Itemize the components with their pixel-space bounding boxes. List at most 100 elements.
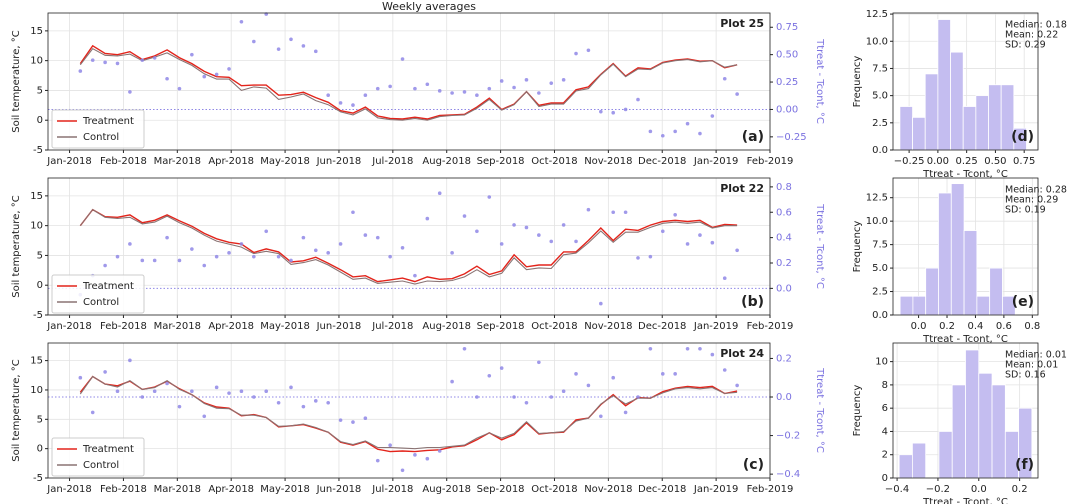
legend-box xyxy=(51,437,145,477)
x-tick-label: Aug-2018 xyxy=(422,156,471,167)
diff-point xyxy=(574,372,578,376)
diff-point xyxy=(338,242,343,246)
x-tick-label: 0.00 xyxy=(927,156,949,167)
diff-point xyxy=(549,239,554,244)
x-tick-label: Jul-2018 xyxy=(371,484,413,495)
stat-annotation: Median: 0.01 xyxy=(1005,350,1067,361)
diff-point xyxy=(673,212,677,217)
y-tick-label: 15 xyxy=(30,26,43,37)
diff-point xyxy=(400,57,405,61)
legend-label: Control xyxy=(83,132,119,143)
hist-bar xyxy=(925,267,939,316)
diff-point xyxy=(252,254,256,259)
panel-label: (c) xyxy=(743,457,764,473)
x-tick-label: Jun-2018 xyxy=(316,321,362,332)
diff-point xyxy=(115,61,120,66)
x-tick-label: Dec-2018 xyxy=(638,484,686,495)
y2-tick-label: 0.50 xyxy=(776,50,798,61)
diff-point xyxy=(698,233,702,237)
hist-bar xyxy=(924,73,939,151)
x-axis-label: Ttreat - Tcont, °C xyxy=(922,334,1008,345)
y-tick-label: 10 xyxy=(30,56,43,67)
diff-point xyxy=(289,385,293,390)
panel-label: (f) xyxy=(1015,457,1034,473)
diff-point xyxy=(611,110,616,115)
diff-point xyxy=(140,58,145,62)
diff-point xyxy=(437,449,442,453)
diff-point xyxy=(722,76,727,81)
x-tick-label: −0.2 xyxy=(926,484,950,495)
x-tick-label: Aug-2018 xyxy=(422,321,471,332)
y-tick-label: 8 xyxy=(882,380,888,391)
diff-point xyxy=(425,82,430,87)
legend-label: Treatment xyxy=(82,281,134,292)
diff-point xyxy=(400,468,405,473)
diff-point xyxy=(450,91,454,95)
legend-label: Control xyxy=(83,460,119,471)
diff-point xyxy=(450,379,454,384)
diff-point xyxy=(611,375,616,380)
hist-bar xyxy=(912,116,926,151)
y-tick-label: 15 xyxy=(30,191,43,202)
y2-tick-label: 0.0 xyxy=(776,283,792,294)
series-line xyxy=(79,375,738,453)
y-tick-label: 0.0 xyxy=(872,145,888,156)
diff-point xyxy=(450,251,454,255)
diff-point xyxy=(648,129,653,134)
y-tick-label: 7.5 xyxy=(872,240,888,251)
series-line xyxy=(79,375,738,450)
x-tick-label: Oct-2018 xyxy=(531,484,577,495)
y-tick-label: 4 xyxy=(882,426,888,437)
hist-bar xyxy=(899,295,914,316)
diff-point xyxy=(648,254,653,259)
diff-point xyxy=(462,90,467,94)
diff-point xyxy=(623,107,628,112)
x-tick-label: Feb-2018 xyxy=(100,156,147,167)
diff-point xyxy=(202,263,207,268)
diff-point xyxy=(115,254,120,259)
diff-point xyxy=(90,410,95,415)
panel-label: (e) xyxy=(1012,294,1034,310)
diff-point xyxy=(152,389,157,394)
x-tick-label: Feb-2019 xyxy=(747,156,794,167)
y-tick-label: -5 xyxy=(33,310,43,321)
hist-bar xyxy=(989,267,1003,316)
hist-bar xyxy=(898,454,913,479)
diff-point xyxy=(710,114,715,118)
x-tick-label: Dec-2018 xyxy=(638,156,686,167)
diff-point xyxy=(487,373,492,378)
y-tick-label: 5 xyxy=(37,250,43,261)
diff-point xyxy=(537,233,541,237)
diff-point xyxy=(301,404,306,409)
x-tick-label: Nov-2018 xyxy=(584,156,632,167)
x-tick-label: Jan-2019 xyxy=(693,484,738,495)
diff-point xyxy=(636,395,640,399)
diff-point xyxy=(177,86,182,91)
diff-point xyxy=(698,346,702,351)
diff-point xyxy=(400,245,405,250)
diff-point xyxy=(561,223,566,227)
x-tick-label: 0.0 xyxy=(911,321,927,332)
y-axis-label: Soil temperature, °C xyxy=(11,195,22,297)
x-tick-label: Sep-2018 xyxy=(477,321,525,332)
y-tick-label: -5 xyxy=(33,145,43,156)
stat-annotation: SD: 0.29 xyxy=(1005,40,1046,51)
diff-point xyxy=(698,131,702,136)
diff-point xyxy=(239,389,244,394)
y-axis-label: Frequency xyxy=(852,56,863,108)
diff-point xyxy=(115,389,120,394)
diff-point xyxy=(264,389,269,394)
y-tick-label: 2.5 xyxy=(872,287,888,298)
axes-frame xyxy=(892,177,1039,316)
x-tick-label: Sep-2018 xyxy=(477,156,525,167)
axes-frame xyxy=(47,12,771,151)
hist-bar xyxy=(950,183,965,316)
x-tick-label: Jun-2018 xyxy=(316,156,362,167)
diff-point xyxy=(264,229,269,234)
y2-tick-label: 0.25 xyxy=(776,77,798,88)
diff-point xyxy=(673,129,677,134)
diff-point xyxy=(375,235,380,240)
x-tick-label: Oct-2018 xyxy=(531,321,577,332)
x-tick-label: Nov-2018 xyxy=(584,484,632,495)
diff-point xyxy=(462,214,467,218)
